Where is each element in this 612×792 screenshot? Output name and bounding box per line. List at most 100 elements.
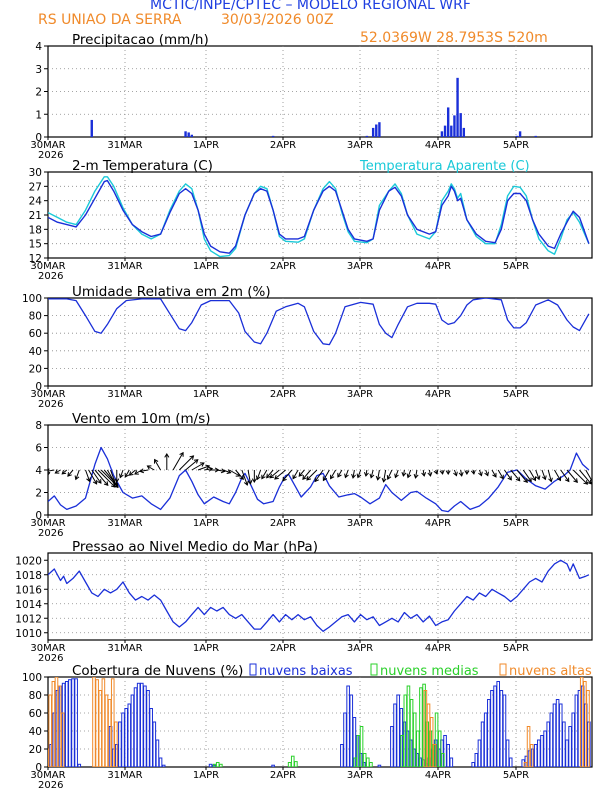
wind-arrow xyxy=(91,469,102,484)
low-cloud-bar xyxy=(565,739,569,767)
wind-arrow-head xyxy=(302,475,307,480)
wind-arrow xyxy=(566,469,578,483)
wind-arrow-head xyxy=(394,473,399,479)
panel-plot-area xyxy=(48,559,590,632)
x-tick-label: 31MAR xyxy=(107,389,142,400)
wind-arrow-head xyxy=(247,479,253,485)
x-tick-label: 3APR xyxy=(347,140,373,151)
low-cloud-bar xyxy=(139,682,144,767)
wind-arrow xyxy=(282,469,293,482)
y-tick-label: 60 xyxy=(29,328,42,340)
wind-arrow-head xyxy=(386,475,392,480)
wind-arrow-head xyxy=(154,458,159,464)
y-tick-label: 2 xyxy=(35,488,42,500)
y-tick-label: 40 xyxy=(29,346,42,358)
wind-arrow xyxy=(547,469,552,482)
low-cloud-bar xyxy=(390,726,394,767)
y-tick-label: 8 xyxy=(35,420,42,432)
wind-arrow xyxy=(529,469,536,481)
wind-arrow xyxy=(269,469,280,479)
x-tick-label: 3APR xyxy=(347,643,373,654)
wind-arrow xyxy=(292,469,299,479)
y-tick-label: 100 xyxy=(22,672,42,684)
x-tick-label: 30MAR xyxy=(30,518,65,529)
wind-arrow xyxy=(147,465,155,471)
wind-arrow-head xyxy=(269,473,275,479)
wind-arrow-head xyxy=(243,480,249,486)
wind-arrow-head xyxy=(114,478,120,483)
y-tick-label: 40 xyxy=(29,726,42,738)
panel-5: 1010 1012 1014 1016 1018 1020 30MAR 31MAR 1APR 2A… xyxy=(15,539,593,664)
x-tick-label: 4APR xyxy=(425,643,451,654)
low-cloud-bar xyxy=(568,726,572,767)
wind-arrow-head xyxy=(427,472,433,477)
wind-arrow-head xyxy=(369,473,375,479)
y-tick-label: 3 xyxy=(35,64,42,76)
low-cloud-bar xyxy=(574,694,579,767)
wind-arrow-head xyxy=(535,475,541,481)
low-cloud-bar xyxy=(446,744,450,767)
low-cloud-bar xyxy=(352,717,357,767)
wind-arrow-head xyxy=(292,474,297,480)
x-tick-label: 3APR xyxy=(347,389,373,400)
wind-arrow-head xyxy=(499,474,504,480)
wind-arrow xyxy=(88,469,98,485)
wind-arrow-head xyxy=(119,473,124,479)
y-tick-label: 0 xyxy=(35,381,42,393)
x-tick-label: 1APR xyxy=(193,261,219,272)
panel-plot-area xyxy=(90,77,537,137)
mid-cloud-bar xyxy=(359,726,364,767)
high-cloud-bar xyxy=(107,699,112,767)
wind-arrow xyxy=(97,469,116,488)
wind-arrow-head xyxy=(199,462,205,467)
high-cloud-bar xyxy=(110,678,115,767)
precip-bar xyxy=(375,124,378,137)
precip-bar xyxy=(459,113,462,137)
high-cloud-bar xyxy=(423,690,428,767)
humidity-line xyxy=(48,298,590,346)
wind-arrow-head xyxy=(453,471,458,477)
low-cloud-bar xyxy=(340,744,344,767)
wind-arrow xyxy=(370,469,374,478)
high-cloud-bar xyxy=(57,685,62,767)
x-tick-label: 2APR xyxy=(270,643,296,654)
y-tick-label: 4 xyxy=(35,465,42,477)
low-cloud-bar xyxy=(121,712,125,767)
wind-arrow-head xyxy=(255,475,261,481)
precip-bar xyxy=(534,135,537,137)
wind-arrow-head xyxy=(351,473,356,479)
wind-arrow xyxy=(314,469,324,482)
x-tick-label: 3APR xyxy=(347,261,373,272)
wind-arrow-head xyxy=(401,472,407,477)
low-cloud-bar xyxy=(537,739,541,767)
wind-arrow xyxy=(172,452,184,471)
wind-arrow xyxy=(119,469,124,478)
x-tick-label: 1APR xyxy=(193,389,219,400)
wind-arrow-head xyxy=(226,469,232,474)
wind-arrow-head xyxy=(251,478,257,483)
wind-arrow-head xyxy=(261,474,266,480)
mid-cloud-bar xyxy=(362,753,367,767)
wind-arrow xyxy=(541,469,546,480)
wind-arrow xyxy=(415,469,418,478)
panel-3: 0 20 40 60 80 100 30MAR 31MAR 1APR 2APR 3APR 4APR 5A… xyxy=(22,284,593,410)
high-cloud-bar xyxy=(48,694,53,767)
y-tick-label: 20 xyxy=(29,744,42,756)
high-cloud-bar xyxy=(98,690,103,767)
wind-arrow xyxy=(94,469,109,486)
x-tick-label: 5APR xyxy=(503,643,529,654)
precip-bar xyxy=(365,135,369,137)
high-cloud-bar xyxy=(51,681,56,767)
wind-arrow-head xyxy=(48,468,51,474)
y-tick-label: 6 xyxy=(35,443,42,455)
wind-arrow xyxy=(241,469,248,486)
x-tick-label: 1APR xyxy=(193,643,219,654)
x-tick-label: 31MAR xyxy=(107,518,142,529)
x-year-label: 2026 xyxy=(38,150,63,161)
low-cloud-bar xyxy=(393,703,397,767)
wind-arrow xyxy=(306,469,318,481)
wind-arrow-head xyxy=(344,473,349,479)
coordinates-label: 52.0369W 28.7953S 520m xyxy=(360,30,548,46)
low-cloud-bar xyxy=(505,739,510,767)
low-cloud-bar xyxy=(143,685,147,767)
